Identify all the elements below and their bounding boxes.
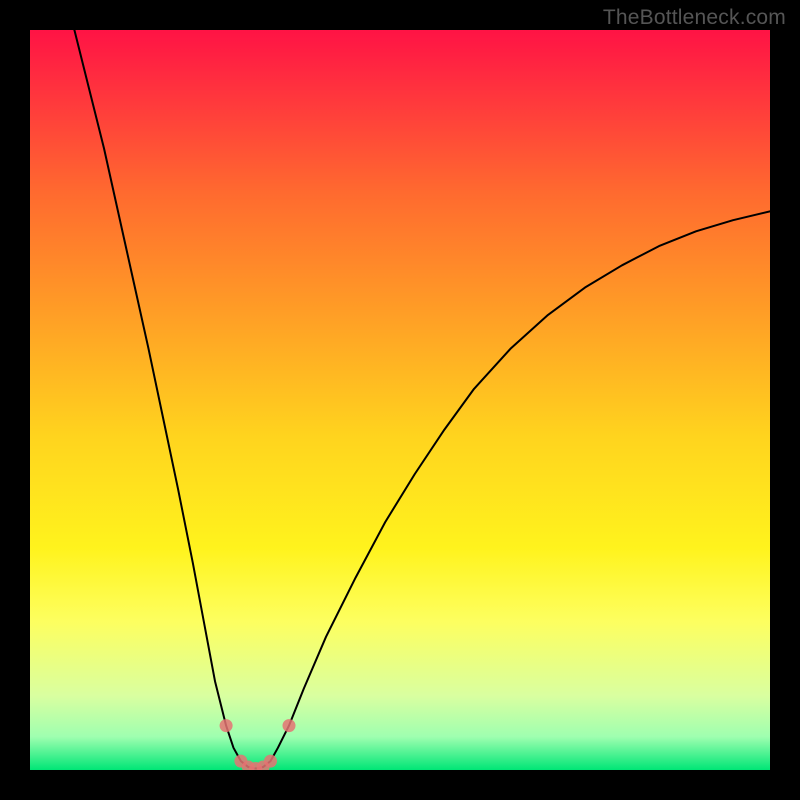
curve-marker [220, 719, 233, 732]
chart-container: TheBottleneck.com [0, 0, 800, 800]
curve-marker [264, 755, 277, 768]
plot-area [30, 30, 770, 770]
watermark-text: TheBottleneck.com [603, 6, 786, 30]
curve-marker [283, 719, 296, 732]
chart-svg [30, 30, 770, 770]
chart-background [30, 30, 770, 770]
